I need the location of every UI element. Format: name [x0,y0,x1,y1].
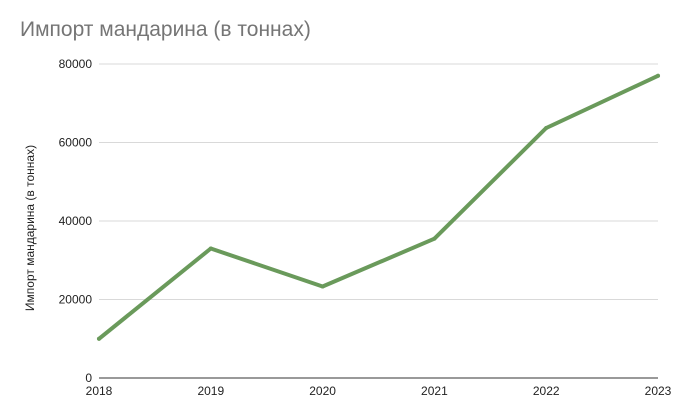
x-tick-label: 2023 [645,384,672,398]
y-tick-label: 0 [85,371,92,385]
data-point [208,246,213,251]
y-tick-label: 40000 [59,214,93,228]
y-tick-label: 80000 [59,57,93,71]
y-tick-label: 60000 [59,136,93,150]
y-tick-label: 20000 [59,293,93,307]
x-tick-label: 2018 [86,384,113,398]
data-point [97,336,101,341]
x-tick-label: 2019 [197,384,224,398]
series-line [97,73,660,341]
data-point [656,73,660,78]
x-tick-labels: 2018 2019 2020 2021 2022 2023 [86,384,672,398]
gridlines [99,63,658,300]
x-tick-label: 2021 [421,384,448,398]
data-point [544,125,549,130]
y-axis-label: Импорт мандарина (в тоннах) [23,145,37,311]
chart-title: Импорт мандарина (в тоннах) [20,18,311,41]
x-tick-label: 2020 [309,384,336,398]
x-tick-label: 2022 [533,384,560,398]
y-tick-labels: 0 20000 40000 60000 80000 [59,57,93,385]
data-point [320,284,325,289]
series-layer [97,73,660,341]
data-point [432,236,437,241]
